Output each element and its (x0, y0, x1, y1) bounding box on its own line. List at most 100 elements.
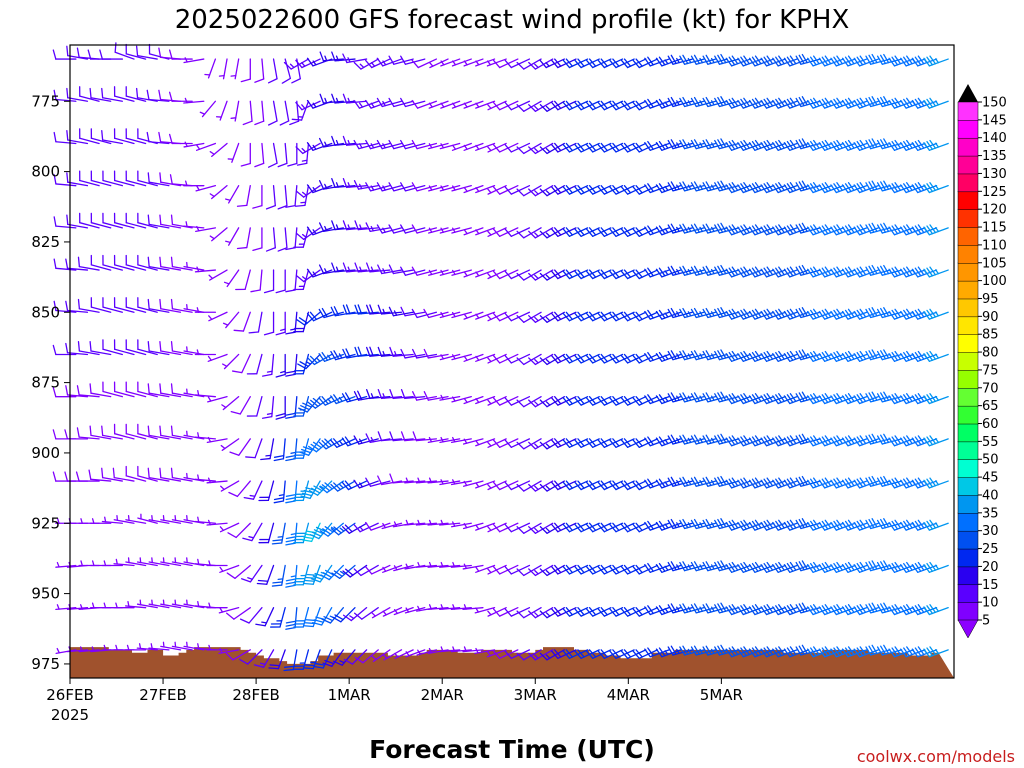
plot-frame (69, 44, 955, 679)
wind-barb (365, 433, 391, 443)
wind-barb (450, 436, 472, 443)
wind-barb (440, 100, 461, 109)
wind-barb (371, 649, 391, 662)
wind-barb (245, 438, 263, 459)
wind-barb (322, 649, 344, 667)
wind-barb (168, 91, 193, 102)
wind-barb (451, 353, 472, 361)
wind-barb (52, 387, 77, 398)
colorbar-segment (957, 530, 979, 550)
wind-barb (504, 353, 531, 364)
colorbar-tick-label: 115 (982, 221, 1007, 236)
wind-barb (183, 97, 205, 104)
wind-barb (77, 341, 100, 356)
wind-barb (330, 306, 356, 317)
wind-barb (528, 564, 554, 577)
wind-barb (620, 353, 647, 364)
wind-barb (215, 100, 228, 121)
wind-barb (183, 180, 205, 187)
wind-barb (516, 269, 542, 281)
wind-barb (285, 564, 298, 588)
wind-barb (486, 58, 507, 67)
wind-barb (450, 479, 472, 486)
wind-barb (77, 256, 100, 271)
wind-barb (923, 561, 949, 573)
wind-barb (87, 49, 112, 60)
wind-barb (562, 311, 589, 322)
wind-barb (923, 266, 949, 278)
wind-barb (306, 184, 333, 194)
wind-barb (586, 396, 612, 406)
x-tick-label: 28FEB (232, 686, 279, 704)
wind-barb (209, 185, 228, 200)
wind-barb (492, 100, 519, 111)
wind-barb (183, 430, 205, 440)
wind-barb (308, 438, 333, 453)
wind-barb (137, 254, 158, 271)
wind-barb (366, 389, 391, 400)
wind-barb (427, 647, 449, 654)
wind-barb (516, 227, 542, 239)
wind-barb (475, 185, 496, 194)
wind-barb (551, 649, 577, 659)
wind-barb (113, 339, 135, 356)
wind-barb (528, 227, 554, 239)
wind-barb (52, 49, 77, 60)
wind-barb (208, 311, 228, 322)
wind-barb (168, 49, 193, 60)
colorbar-tick-label: 50 (982, 453, 999, 468)
wind-barb (101, 87, 123, 102)
wind-barb (240, 564, 263, 583)
wind-barb (923, 350, 949, 362)
wind-barb (504, 438, 531, 448)
wind-barb (243, 480, 263, 500)
wind-barb (258, 522, 275, 544)
wind-barb (89, 425, 112, 440)
colorbar-segment (957, 333, 979, 353)
wind-barb (492, 58, 519, 69)
colorbar-tick-label: 145 (982, 113, 1007, 128)
wind-barb (147, 341, 170, 356)
wind-barb (89, 87, 112, 102)
wind-barb (586, 353, 612, 364)
wind-barb (331, 93, 356, 104)
wind-barb (319, 480, 344, 494)
wind-barb (343, 649, 368, 665)
wind-barb (171, 557, 193, 567)
wind-barb (487, 269, 507, 280)
wind-barb (148, 515, 170, 524)
wind-barb (411, 99, 438, 109)
wind-barb (439, 353, 461, 361)
wind-barb (160, 557, 182, 567)
wind-barb (239, 607, 263, 624)
y-axis: 775 800 825 850 875 900 925 950 975 (31, 92, 70, 673)
wind-barb (492, 227, 519, 237)
wind-barb (416, 605, 438, 612)
wind-barb (99, 49, 123, 60)
wind-barb (332, 607, 356, 623)
wind-barb (236, 185, 251, 207)
wind-barb (226, 607, 251, 620)
wind-barb (148, 557, 170, 567)
wind-barb (551, 564, 577, 575)
wind-barb (238, 649, 263, 665)
wind-barb (65, 258, 89, 271)
wind-barb (263, 269, 275, 294)
wind-barb (90, 518, 112, 524)
wind-barb (225, 649, 251, 661)
wind-barb (923, 435, 949, 447)
chart-title: 2025022600 GFS forecast wind profile (kt… (175, 5, 850, 35)
wind-barb (504, 142, 531, 153)
wind-barb (487, 142, 507, 153)
wind-barb (574, 269, 600, 280)
wind-barb (275, 311, 286, 336)
wind-barb (52, 344, 77, 356)
wind-barb (220, 480, 240, 492)
colorbar-tick-label: 70 (982, 381, 999, 396)
wind-barb (53, 131, 77, 145)
wind-barb (168, 133, 193, 145)
wind-barb (66, 172, 89, 187)
wind-barb (450, 646, 472, 653)
wind-barb (208, 269, 228, 281)
